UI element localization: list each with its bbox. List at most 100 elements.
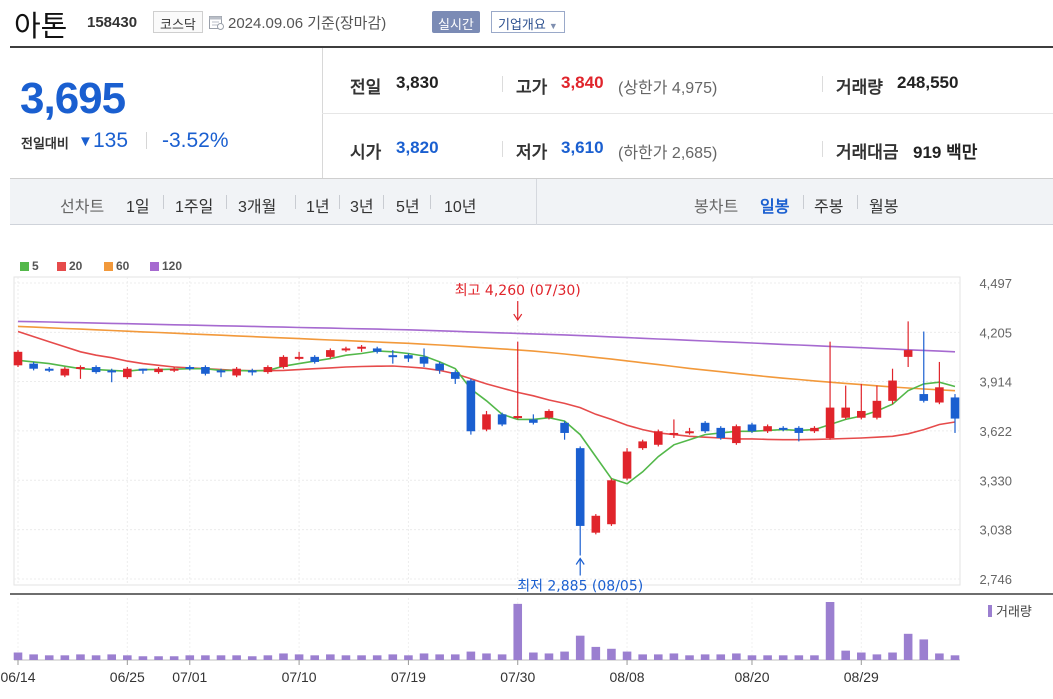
volume-bar — [732, 653, 741, 660]
ma60-line — [17, 325, 956, 392]
volume-bar — [466, 651, 476, 660]
volume-bar — [326, 654, 335, 660]
candle-body — [357, 346, 366, 349]
candle-body — [372, 348, 382, 352]
stock-code: 158430 — [87, 14, 138, 31]
volume-bar — [263, 655, 273, 660]
tab-1day[interactable]: 1일 — [126, 199, 150, 216]
volume-bar — [810, 655, 819, 660]
col-separator — [822, 76, 823, 92]
candle-body — [513, 416, 523, 419]
company-overview-dropdown[interactable]: 기업개요 ▼ — [491, 11, 565, 33]
tab-separator — [339, 195, 340, 209]
tab-daily[interactable]: 일봉 — [760, 199, 790, 216]
volume-bar — [310, 655, 320, 660]
candle-body — [669, 432, 679, 435]
candle-body — [185, 367, 195, 370]
stock-header: 아톤 158430 코스닥 2024.09.06 기준(장마감) 실시간 기업개… — [0, 0, 1053, 43]
candle-body — [466, 380, 476, 432]
legend-swatch — [20, 262, 29, 271]
volume-bar — [60, 655, 70, 660]
tab-weekly[interactable]: 주봉 — [814, 199, 844, 216]
tab-separator — [803, 195, 804, 209]
low-arrow-head — [575, 557, 585, 565]
x-tick-label: 08/08 — [610, 669, 645, 685]
x-tick-label: 07/30 — [500, 669, 535, 685]
candle-body — [76, 367, 85, 370]
x-tick-label: 08/20 — [734, 669, 769, 685]
low-value: 3,610 — [561, 138, 604, 157]
volume-bar — [357, 655, 366, 660]
legend-swatch — [57, 262, 66, 271]
volume-bar — [216, 655, 226, 660]
candle-body — [700, 422, 710, 432]
tab-3month[interactable]: 3개월 — [238, 199, 277, 216]
quote-date: 2024.09.06 기준(장마감) — [228, 15, 387, 32]
candle-body — [872, 400, 882, 418]
chart-tab-bar: 선차트 1일 1주일 3개월 1년 3년 5년 10년 봉차트 일봉 주봉 월봉 — [10, 179, 1053, 225]
legend-ma60[interactable]: 60 — [104, 259, 129, 273]
volume-bar — [653, 654, 663, 660]
tab-1year[interactable]: 1년 — [306, 199, 330, 216]
candle-body — [935, 387, 944, 403]
candle-body — [903, 350, 913, 357]
candle-body — [575, 448, 585, 526]
candle-body — [685, 431, 694, 434]
volume-bar — [950, 655, 960, 660]
candle-body — [154, 368, 163, 373]
header-divider — [10, 46, 1053, 48]
candle-body — [778, 427, 788, 430]
volume-value: 248,550 — [897, 73, 959, 92]
volume-bar — [279, 653, 288, 660]
y-tick-label: 3,622 — [979, 424, 1012, 439]
volume-bar — [91, 655, 101, 660]
high-value: 3,840 — [561, 73, 604, 92]
legend-ma20[interactable]: 20 — [57, 259, 82, 273]
legend-ma5[interactable]: 5 — [20, 259, 39, 273]
y-tick-label: 3,330 — [979, 473, 1012, 488]
ma120-line — [17, 320, 956, 353]
candle-body — [482, 414, 491, 430]
candle-body — [44, 368, 54, 371]
y-tick-label: 4,205 — [979, 325, 1012, 340]
volume-bar — [544, 653, 554, 660]
tab-monthly[interactable]: 월봉 — [869, 199, 899, 216]
change-percent: -3.52% — [162, 129, 229, 152]
candle-body — [732, 426, 741, 444]
tab-1week[interactable]: 1주일 — [175, 199, 214, 216]
candle-body — [310, 356, 320, 362]
volume-bar — [450, 654, 460, 660]
candle-body — [388, 355, 398, 358]
volume-bar — [669, 653, 679, 660]
candle-body — [294, 356, 304, 359]
x-tick-label: 07/19 — [391, 669, 426, 685]
tab-3year[interactable]: 3년 — [350, 199, 374, 216]
price-chart[interactable]: 4,497 4,205 3,914 3,622 3,330 3,038 2,746 최고 4,… — [0, 250, 1053, 699]
upper-limit: (상한가 4,975) — [618, 80, 718, 97]
volume-bar — [404, 655, 413, 660]
volume-bar — [435, 654, 444, 660]
candle-body — [279, 356, 288, 368]
tab-5year[interactable]: 5년 — [396, 199, 420, 216]
realtime-button[interactable]: 실시간 — [432, 11, 480, 33]
volume-bar — [497, 654, 507, 660]
change-separator — [146, 132, 147, 149]
volume-bar — [919, 639, 929, 660]
col-separator — [502, 76, 503, 92]
tab-separator — [857, 195, 858, 209]
legend-ma120[interactable]: 120 — [150, 259, 182, 273]
volume-bar — [372, 655, 382, 660]
volume-bar — [29, 654, 38, 660]
tab-10year[interactable]: 10년 — [444, 199, 477, 216]
candle-body — [169, 368, 179, 371]
volume-bar — [591, 646, 601, 660]
volume-bar — [857, 652, 866, 660]
candle-body — [13, 351, 23, 366]
x-tick-label: 07/10 — [282, 669, 317, 685]
current-price: 3,695 — [20, 74, 126, 123]
col-separator — [822, 141, 823, 157]
candle-body — [138, 368, 148, 371]
change-amount: 135 — [93, 129, 129, 152]
stock-name: 아톤 — [14, 9, 68, 43]
candle-body — [529, 419, 538, 423]
